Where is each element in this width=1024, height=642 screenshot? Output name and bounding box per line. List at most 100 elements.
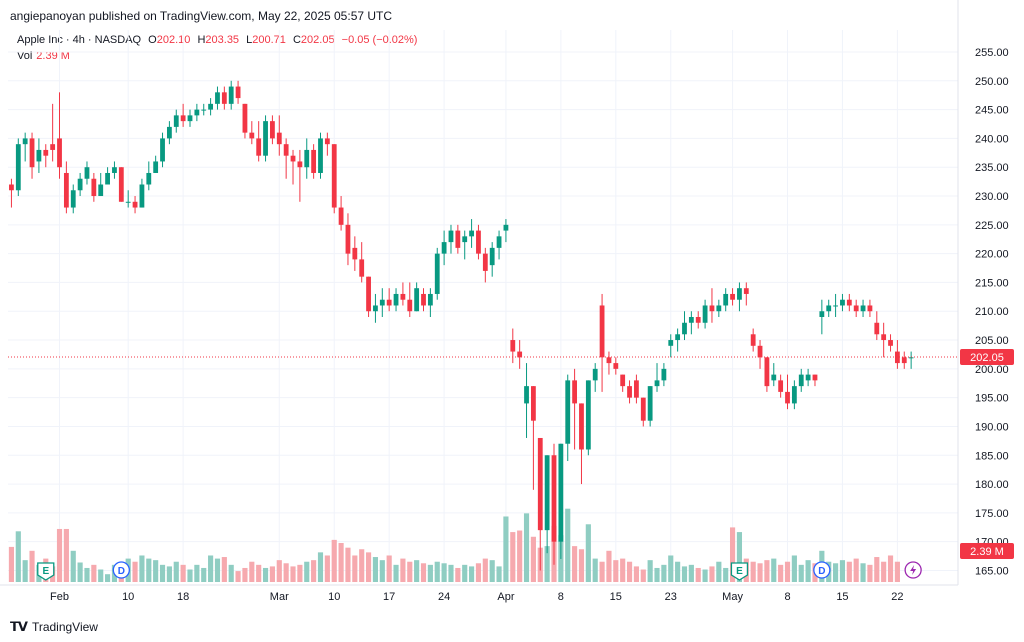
volume-bar bbox=[496, 566, 502, 582]
time-axis[interactable]: Feb 10 18 Mar 10 17 24 Apr 8 15 23 May 8 15 22 bbox=[0, 584, 958, 603]
volume-bar bbox=[778, 564, 784, 582]
candle-body bbox=[373, 305, 378, 312]
candle-body bbox=[620, 374, 626, 387]
volume-bar bbox=[352, 555, 358, 582]
candle-body bbox=[805, 374, 811, 381]
candle-body bbox=[688, 317, 694, 323]
candle-body bbox=[482, 253, 488, 271]
candle-body bbox=[331, 144, 337, 208]
candle-body bbox=[448, 230, 454, 243]
volume-bar bbox=[805, 560, 811, 582]
candle-body bbox=[359, 259, 365, 277]
candle-body bbox=[592, 368, 598, 381]
volume-bar bbox=[839, 560, 846, 582]
low-key: L bbox=[246, 34, 253, 46]
volume-bar bbox=[173, 561, 179, 582]
x-tick-label: 15 bbox=[610, 591, 622, 603]
candle-body bbox=[503, 224, 509, 231]
volume-bar bbox=[153, 560, 159, 582]
low-value: 200.71 bbox=[252, 34, 286, 46]
volume-bar bbox=[626, 561, 633, 582]
event-marker-label: E bbox=[42, 566, 49, 577]
volume-bar bbox=[214, 558, 221, 582]
x-tick-label: 8 bbox=[558, 591, 564, 603]
candle-body bbox=[881, 334, 887, 341]
candle-body bbox=[846, 299, 852, 306]
candle-body bbox=[36, 149, 42, 162]
candle-body bbox=[517, 351, 523, 358]
candle-body bbox=[469, 230, 474, 237]
candle-body bbox=[91, 178, 97, 197]
candle-body bbox=[393, 293, 399, 306]
candle-body bbox=[180, 115, 186, 122]
volume-bar bbox=[736, 532, 743, 582]
candle-body bbox=[709, 305, 715, 312]
candle-body bbox=[297, 161, 303, 168]
candle-body bbox=[441, 242, 447, 254]
event-marker-label: E bbox=[736, 566, 743, 577]
y-tick-label: 210.00 bbox=[975, 306, 1009, 318]
tradingview-logo-icon: 𝗧𝗩 bbox=[10, 619, 28, 634]
volume-bar bbox=[262, 567, 269, 582]
candle-body bbox=[860, 305, 866, 312]
volume-bar bbox=[311, 560, 317, 582]
candle-body bbox=[654, 380, 660, 387]
volume-bar bbox=[517, 530, 523, 582]
candle-body bbox=[558, 443, 564, 542]
price-axis[interactable]: 165.00170.00175.00180.00185.00190.00195.… bbox=[957, 0, 1014, 585]
candle-body bbox=[427, 293, 433, 306]
candle-body bbox=[888, 340, 893, 346]
volume-bar bbox=[427, 564, 433, 582]
volume-bar bbox=[764, 560, 770, 582]
y-tick-label: 200.00 bbox=[975, 364, 1009, 376]
candle-body bbox=[324, 138, 330, 145]
volume-bar bbox=[723, 567, 729, 582]
volume-bar bbox=[455, 567, 461, 582]
volume-bar bbox=[331, 539, 337, 582]
candle-body bbox=[675, 334, 681, 341]
volume-bar bbox=[276, 560, 282, 582]
volume-bar bbox=[887, 555, 894, 582]
volume-bar bbox=[565, 508, 571, 582]
volume-bar bbox=[784, 561, 791, 582]
candle-body bbox=[77, 178, 83, 191]
x-tick-label: 24 bbox=[438, 591, 450, 603]
y-tick-label: 225.00 bbox=[975, 220, 1009, 232]
last-volume-badge bbox=[960, 543, 1014, 559]
volume-bar bbox=[640, 569, 646, 582]
high-value: 203.35 bbox=[205, 34, 240, 46]
candle-body bbox=[50, 144, 56, 150]
volume-bar bbox=[833, 563, 839, 582]
volume-bar bbox=[613, 560, 619, 582]
candle-body bbox=[524, 386, 529, 404]
volume-bar bbox=[695, 567, 701, 582]
candle-body bbox=[9, 184, 14, 191]
volume-bar bbox=[63, 528, 69, 582]
candle-body bbox=[826, 305, 832, 312]
dividend-icon bbox=[813, 561, 831, 579]
candle-body bbox=[208, 103, 214, 110]
candle-body bbox=[702, 305, 708, 323]
candle-body bbox=[304, 149, 310, 168]
y-tick-label: 195.00 bbox=[975, 393, 1009, 405]
volume-bar bbox=[187, 569, 193, 582]
event-marker-label: D bbox=[118, 566, 125, 577]
volume-bar bbox=[221, 557, 227, 582]
candle-body bbox=[256, 138, 262, 156]
volume-bar bbox=[503, 516, 509, 582]
y-tick-label: 245.00 bbox=[975, 105, 1009, 117]
volume-bar bbox=[729, 527, 736, 582]
volume-bar bbox=[881, 561, 887, 582]
volume-bar bbox=[578, 549, 585, 582]
candle-body bbox=[874, 322, 880, 335]
candle-body bbox=[270, 121, 275, 139]
symbol-name: Apple Inc · 4h · NASDAQ bbox=[17, 34, 142, 46]
volume-bar bbox=[228, 564, 234, 582]
volume-bar bbox=[420, 563, 427, 582]
candle-body bbox=[146, 172, 152, 185]
volume-bar bbox=[201, 567, 207, 582]
candle-body bbox=[640, 397, 646, 421]
volume-bar bbox=[894, 561, 900, 582]
last-price-label: 202.05 bbox=[970, 352, 1004, 364]
